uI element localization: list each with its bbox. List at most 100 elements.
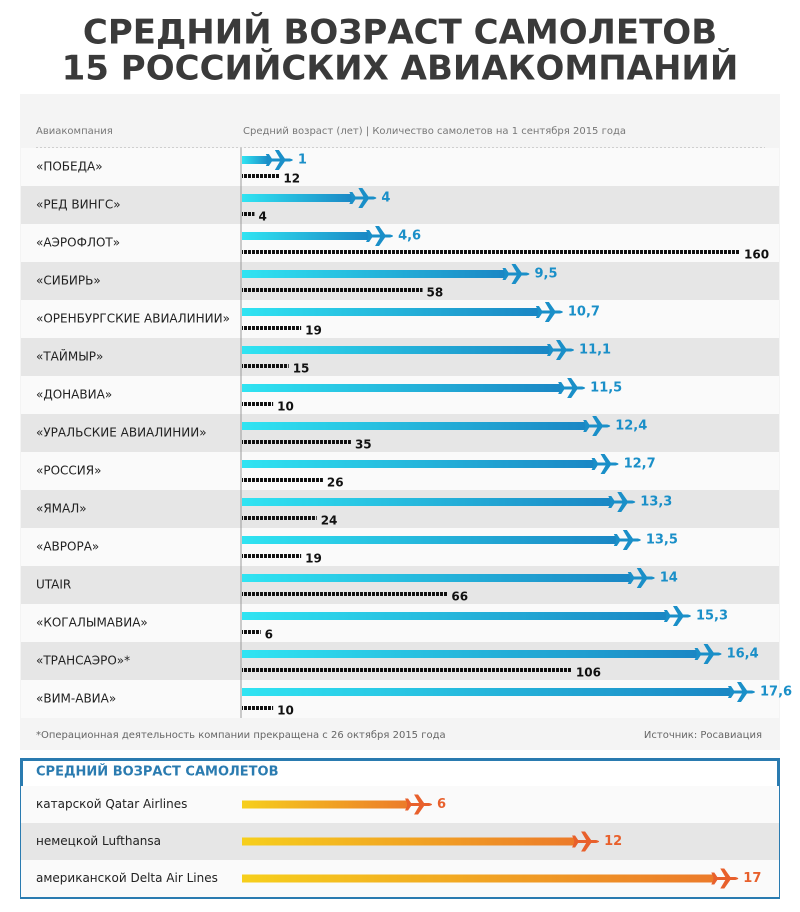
plane-icon (405, 794, 433, 815)
count-label: 4 (258, 210, 266, 224)
age-bar (242, 232, 371, 240)
row-bg (21, 262, 779, 300)
age-bar (242, 536, 618, 544)
age-label: 12,4 (615, 419, 647, 434)
count-bar (242, 630, 261, 634)
age-bar (242, 270, 507, 278)
category-label: «ВИМ-АВИА» (36, 692, 116, 706)
category-label: американской Delta Air Lines (36, 871, 218, 885)
count-label: 35 (355, 438, 372, 452)
age-label: 9,5 (534, 267, 557, 282)
age-label: 13,5 (646, 533, 678, 548)
row-bg (21, 376, 779, 414)
row-bg (21, 224, 779, 262)
category-label: «ПОБЕДА» (36, 160, 103, 174)
age-label: 17,6 (760, 685, 792, 700)
category-label: катарской Qatar Airlines (36, 797, 187, 811)
row-bg (21, 604, 779, 642)
age-label: 4 (381, 191, 390, 206)
count-label: 24 (321, 514, 338, 528)
count-bar (242, 440, 351, 444)
comparison-title: СРЕДНИЙ ВОЗРАСТ САМОЛЕТОВ (36, 764, 279, 780)
category-label: «ЯМАЛ» (36, 502, 87, 516)
category-label: «ДОНАВИА» (36, 388, 112, 402)
age-label: 15,3 (696, 609, 728, 624)
plane-icon (502, 264, 530, 284)
category-label: «УРАЛЬСКИЕ АВИАЛИНИИ» (36, 426, 207, 440)
count-bar (242, 516, 317, 520)
age-label: 13,3 (640, 495, 672, 510)
plane-icon (728, 682, 755, 702)
count-bar (242, 250, 740, 254)
age-bar (242, 574, 632, 582)
category-label: «СИБИРЬ» (36, 274, 101, 288)
row-bg (21, 490, 779, 528)
row-bg (21, 186, 779, 224)
column-header: Средний возраст (лет) | Количество самол… (243, 126, 626, 137)
category-label: UTAIR (36, 578, 71, 592)
age-label: 17 (743, 871, 761, 886)
row-bg (21, 300, 779, 338)
age-label: 11,5 (590, 381, 622, 396)
category-label: «АВРОРА» (36, 540, 99, 554)
count-label: 58 (427, 286, 444, 300)
count-label: 106 (576, 666, 601, 680)
count-bar (242, 668, 572, 672)
plane-icon (558, 378, 586, 398)
age-bar (242, 422, 588, 430)
age-label: 12,7 (624, 457, 656, 472)
category-label: «РЕД ВИНГС» (36, 198, 121, 212)
age-label: 1 (298, 153, 307, 168)
category-label: «РОССИЯ» (36, 464, 101, 478)
row-bg (21, 680, 779, 718)
age-bar (242, 650, 699, 658)
age-label: 11,1 (579, 343, 611, 358)
plane-icon (366, 226, 394, 246)
age-bar (242, 874, 716, 883)
age-bar (242, 156, 270, 164)
count-label: 12 (283, 172, 300, 186)
column-header: Авиакомпания (36, 126, 113, 137)
age-bar (242, 384, 563, 392)
count-label: 26 (327, 476, 344, 490)
category-label: «ТРАНСАЭРО»* (36, 654, 130, 668)
age-label: 10,7 (568, 305, 600, 320)
count-bar (242, 326, 302, 330)
count-label: 10 (277, 400, 294, 414)
comparison-rows: катарской Qatar Airlines 6 немецкой Luftha… (21, 786, 779, 897)
category-label: немецкой Lufthansa (36, 834, 161, 848)
plane-icon (608, 492, 636, 512)
age-bar (242, 460, 596, 468)
rows: «ПОБЕДА» 1 12 «РЕД ВИНГС» 4 4 «АЭРОФЛОТ» 4,6 160… (21, 148, 792, 718)
title-line: СРЕДНИЙ ВОЗРАСТ САМОЛЕТОВ (83, 12, 717, 53)
count-bar (242, 212, 255, 216)
row-bg (21, 528, 779, 566)
count-label: 19 (305, 552, 322, 566)
age-bar (242, 612, 668, 620)
count-bar (242, 478, 323, 482)
plane-icon (349, 188, 377, 208)
plane-icon (627, 568, 655, 588)
plane-icon (694, 644, 722, 664)
plane-icon (572, 831, 600, 852)
plane-icon (547, 340, 575, 360)
source: Источник: Росавиация (644, 730, 762, 741)
age-bar (242, 346, 552, 354)
count-bar (242, 402, 274, 406)
age-bar (242, 498, 613, 506)
count-label: 66 (451, 590, 468, 604)
count-label: 10 (277, 704, 294, 718)
count-label: 15 (293, 362, 310, 376)
count-bar (242, 174, 280, 178)
count-bar (242, 592, 448, 596)
row-bg (21, 338, 779, 376)
row-bg (21, 452, 779, 490)
count-bar (242, 288, 423, 292)
category-label: «ОРЕНБУРГСКИЕ АВИАЛИНИИ» (36, 312, 230, 326)
row-bg (21, 148, 779, 186)
plane-icon (663, 606, 691, 626)
plane-icon (591, 454, 619, 474)
age-bar (242, 308, 540, 316)
age-label: 4,6 (398, 229, 421, 244)
